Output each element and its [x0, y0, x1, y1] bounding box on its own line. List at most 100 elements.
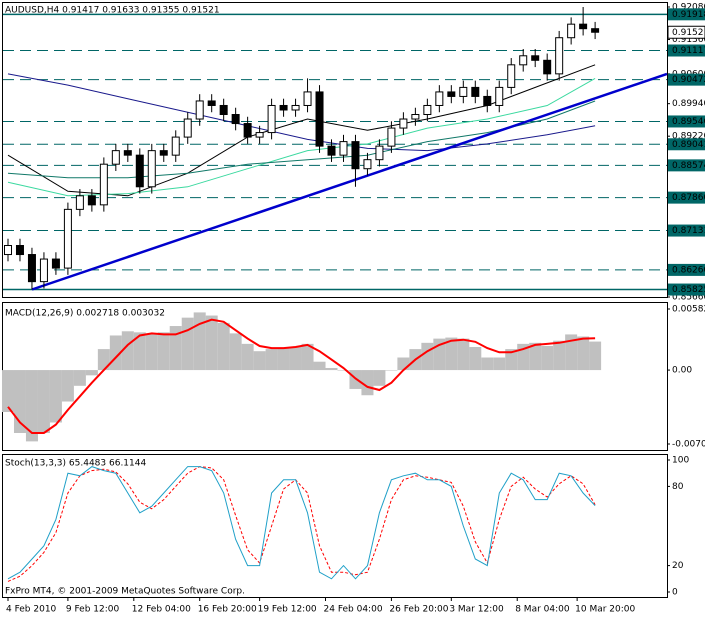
candle-body [171, 136, 180, 156]
macd-bar [277, 348, 290, 371]
x-tick-label: 24 Feb 04:00 [324, 605, 383, 615]
level-label: 0.91918 [672, 10, 705, 20]
candle-body [567, 23, 576, 39]
candle-body [147, 150, 156, 188]
x-tick-label: 16 Feb 20:00 [198, 605, 257, 615]
x-tick-label: 3 Mar 12:00 [449, 605, 504, 615]
candle-body [459, 86, 468, 97]
macd-bar [85, 370, 98, 376]
macd-bar [145, 333, 158, 371]
macd-bar [493, 357, 506, 371]
level-label: 0.91117 [672, 46, 705, 56]
candle-body [435, 91, 444, 106]
x-tick-label: 10 Mar 20:00 [575, 605, 635, 615]
candle-body [303, 91, 312, 106]
macd-bar [361, 370, 374, 396]
macd-bar [265, 349, 278, 371]
x-tick-label: 19 Feb 12:00 [258, 605, 317, 615]
candle-body [531, 55, 540, 61]
macd-bar [73, 370, 86, 386]
moving-average [7, 73, 596, 152]
macd-bar [397, 357, 410, 371]
candle-body [111, 150, 120, 165]
trend-line [31, 72, 668, 291]
level-label-box [668, 283, 705, 296]
candle-body [411, 114, 420, 120]
macd-bar [37, 370, 50, 433]
candle-body [27, 254, 36, 283]
macd-bar [505, 349, 518, 371]
level-label-box [668, 138, 705, 151]
candle-body [507, 64, 516, 88]
level-label: 0.90472 [672, 75, 705, 85]
macd-bar [1, 370, 14, 413]
macd-bar [541, 345, 554, 371]
candle-body [51, 258, 60, 269]
macd-bar [577, 336, 590, 371]
macd-bar [241, 343, 254, 371]
x-tick-label: 12 Feb 04:00 [132, 605, 191, 615]
macd-bar [169, 326, 182, 371]
macd-bar [49, 370, 62, 423]
candle-body [123, 150, 132, 156]
stoch-panel-frame [2, 454, 668, 598]
candle-body [351, 141, 360, 170]
macd-bar [157, 332, 170, 371]
macd-bar [289, 347, 302, 371]
y-tick-label: 0 [672, 588, 678, 598]
x-tick-label: 4 Feb 2010 [6, 605, 57, 615]
candle-body [87, 195, 96, 206]
price-title: AUDUSD,H4 0.91417 0.91633 0.91355 0.9152… [5, 6, 220, 16]
macd-bar [205, 315, 218, 371]
level-label: 0.89041 [672, 140, 705, 150]
y-tick-label: -0.00705 [672, 440, 705, 450]
macd-bar [25, 370, 38, 442]
level-label-box [668, 44, 705, 57]
macd-bar [373, 370, 386, 386]
macd-bar [481, 357, 494, 371]
candle-body [243, 123, 252, 138]
macd-title: MACD(12,26,9) 0.002718 0.003032 [5, 309, 165, 319]
candle-body [363, 159, 372, 170]
macd-bar [301, 343, 314, 371]
candle-body [135, 154, 144, 188]
macd-bar [121, 331, 134, 371]
candle-body [99, 163, 108, 206]
candle-body [495, 86, 504, 106]
candle-body [291, 104, 300, 111]
macd-bar [325, 367, 338, 371]
candle-body [3, 245, 12, 256]
candle-body [579, 23, 588, 30]
candle-body [327, 145, 336, 156]
candle-body [375, 145, 384, 161]
level-label-box [668, 263, 705, 276]
macd-bar [229, 333, 242, 371]
candle-body [399, 118, 408, 129]
macd-bar [337, 370, 350, 371]
y-tick-label: 100 [672, 456, 689, 466]
candle-body [555, 37, 564, 75]
candle-body [591, 28, 600, 33]
y-tick-label: 80 [672, 482, 684, 492]
macd-bar [217, 322, 230, 371]
candle-body [267, 104, 276, 134]
level-label-box [668, 8, 705, 21]
candle-body [543, 59, 552, 75]
candle-body [315, 91, 324, 147]
candle-body [423, 104, 432, 116]
level-label: 0.89546 [672, 117, 705, 127]
candle-body [387, 127, 396, 147]
x-tick-label: 26 Feb 20:00 [389, 605, 448, 615]
candle-body [483, 95, 492, 106]
macd-bar [253, 351, 266, 371]
macd-bar [97, 349, 110, 371]
macd-bar [445, 337, 458, 371]
